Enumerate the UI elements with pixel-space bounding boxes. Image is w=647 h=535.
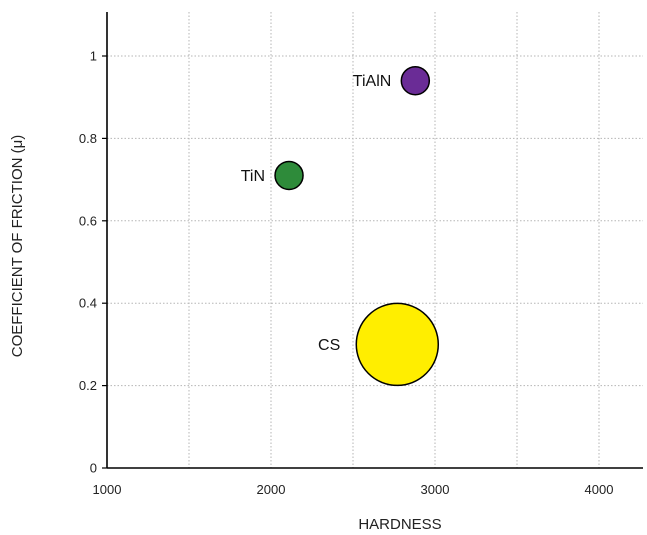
data-point-tin (274, 160, 304, 191)
data-point-label: CS (318, 337, 340, 354)
tick-labels: 0 0.2 0.4 0.6 0.8 1 1000 2000 3000 4000 (79, 49, 614, 498)
data-point-label: TiN (241, 168, 265, 185)
data-point-tialn (400, 65, 431, 96)
x-tick-label: 1000 (93, 482, 122, 497)
x-tick-label: 2000 (257, 482, 286, 497)
y-tick-label: 0.8 (79, 131, 97, 146)
y-tick-label: 0.2 (79, 378, 97, 393)
y-tick-label: 0.4 (79, 296, 97, 311)
data-point-cs (355, 302, 440, 387)
grid (107, 12, 643, 468)
data-points: TiAlN TiN CS (241, 65, 440, 387)
y-tick-label: 1 (90, 49, 97, 64)
y-tick-label: 0 (90, 461, 97, 476)
x-tick-label: 3000 (421, 482, 450, 497)
x-tick-label: 4000 (585, 482, 614, 497)
y-axis-title: COEFFICIENT OF FRICTION (μ) (9, 135, 26, 358)
x-axis-title: HARDNESS (358, 516, 441, 533)
data-point-label: TiAlN (353, 73, 392, 90)
axes (102, 12, 643, 469)
y-tick-label: 0.6 (79, 213, 97, 228)
